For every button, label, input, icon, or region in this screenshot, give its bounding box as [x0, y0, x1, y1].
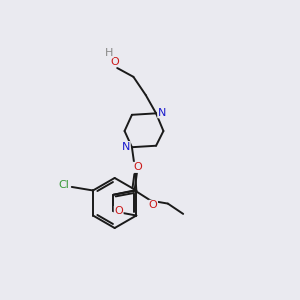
Text: Cl: Cl [58, 180, 69, 190]
Text: O: O [133, 162, 142, 172]
Text: O: O [149, 200, 158, 210]
Text: O: O [114, 206, 123, 216]
Text: H: H [105, 48, 113, 58]
Text: N: N [158, 108, 166, 118]
Text: N: N [122, 142, 130, 152]
Text: O: O [110, 56, 118, 67]
